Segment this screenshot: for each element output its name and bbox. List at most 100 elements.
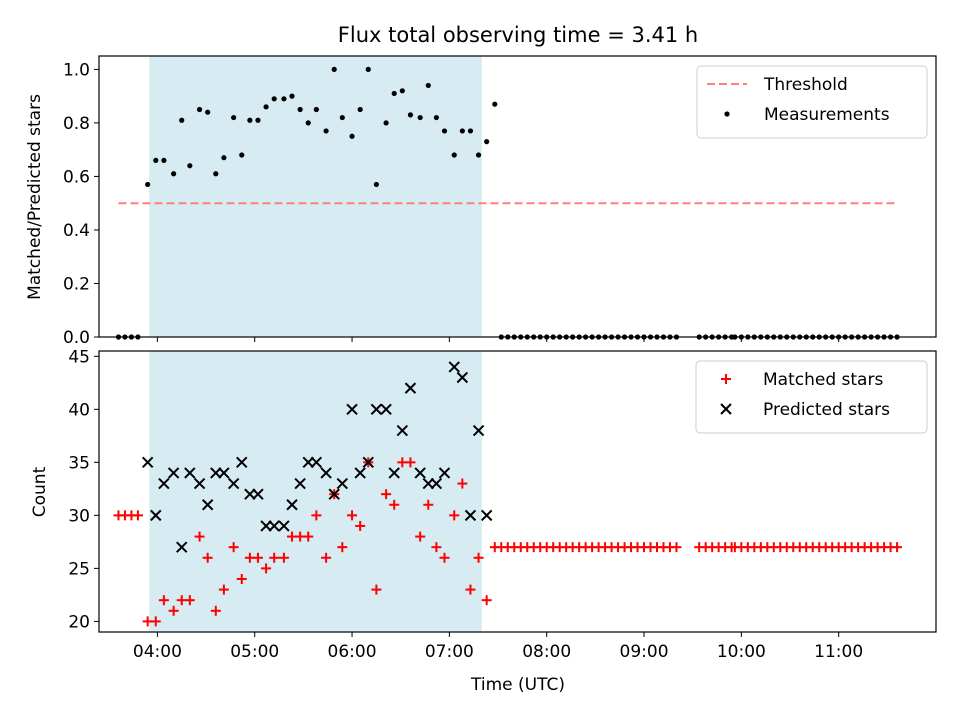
x-tick-label: 08:00 [522,642,571,662]
legend-label: Threshold [763,75,848,95]
matched-stars-point [278,552,289,563]
measurements-point [417,114,423,121]
predicted-stars-point [218,467,230,479]
cross-b [302,456,314,469]
matched-stars-point [168,605,179,616]
matched-stars-point [184,595,195,606]
matched-stars-point [228,542,239,553]
matched-stars-point [671,542,682,553]
top-y-axis-label: Matched/Predicted stars [25,94,45,300]
measurements-point [255,117,261,123]
legend-key-predicted [720,403,732,415]
predicted-stars-point [404,382,417,394]
matched-stars-point [218,584,229,595]
predicted-stars-point [336,477,349,490]
predicted-stars-point [268,520,280,532]
matched-stars-point [194,531,205,542]
cross-b [414,467,426,479]
y-tick-label: 0.2 [63,274,90,294]
predicted-stars-point [294,477,306,490]
predicted-stars-point [472,424,485,437]
measurements-point [357,106,363,113]
matched-stars-point [457,478,468,489]
measurements-point [239,152,245,158]
measurements-point [407,112,414,118]
legend-label: Measurements [764,105,890,125]
cross-b [278,520,290,532]
y-tick-label: 0.8 [63,114,90,134]
matched-stars-point [892,542,903,553]
predicted-stars-point [252,488,264,500]
measurements-point [231,114,237,121]
cross-b [380,403,392,416]
observing-window [149,56,482,337]
predicted-stars-point [328,488,340,500]
cross-b [176,541,188,553]
cross-b [336,477,349,490]
predicted-stars-point [414,467,426,479]
measurements-point [323,128,329,134]
y-tick-label: 20 [68,612,90,632]
predicted-stars-point [210,467,222,479]
y-tick-label: 30 [68,506,90,526]
cross-b [422,477,434,490]
cross-b [260,520,272,532]
cross-b [396,424,409,437]
measurements-point [289,93,295,99]
predicted-stars-point [480,509,493,522]
measurements-point [153,157,159,163]
x-tick-label: 04:00 [133,642,182,662]
matched-stars-point [439,552,450,563]
cross-b [362,456,374,469]
measurements-point [349,133,355,139]
matched-stars-point [465,584,476,595]
predicted-stars-point [176,541,188,553]
matched-stars-point [431,542,442,553]
legend-label: Predicted stars [763,400,890,420]
legend-box [696,65,928,139]
predicted-stars-point [370,403,383,416]
measurements-point [196,106,203,113]
cross-b [328,488,340,500]
matched-stars-point [371,584,382,595]
predicted-stars-point [456,371,469,384]
predicted-stars-point [320,467,332,479]
cross-b [370,403,383,416]
bottom-y-axis-label: Count [30,466,50,517]
cross-b [268,520,280,532]
predicted-stars-point [141,456,154,469]
predicted-stars-point [184,467,196,479]
cross-b [472,424,485,437]
cross-b [456,371,469,384]
predicted-stars-point [150,509,162,522]
matched-stars-point [132,510,143,521]
cross-b [218,467,230,479]
predicted-stars-point [438,467,451,479]
measurements-point [441,128,448,134]
observing-window [149,351,482,632]
predicted-stars-point [380,403,392,416]
cross-b [150,509,162,522]
predicted-stars-point [354,467,366,479]
measurements-point [467,128,474,134]
measurements-point [391,90,397,97]
y-tick-label: 0.6 [63,167,90,187]
predicted-stars-point [193,477,206,490]
predicted-stars-point [227,477,240,490]
matched-stars-point [355,520,366,531]
measurements-point [281,96,287,102]
matched-stars-point [381,489,392,500]
measurements-point [179,117,185,123]
predicted-stars-point [422,477,434,490]
cross-b [244,488,256,500]
bottom-panel: 20 25 30 35 40 45 04:00 05:00 06:00 07:00 08:00 09:… [68,347,937,662]
matched-stars-point [449,510,460,521]
matched-stars-point [473,552,484,563]
x-tick-label: 09:00 [620,642,669,662]
matched-stars-point [415,531,426,542]
measurements-point [187,163,193,169]
matched-stars-point [321,552,332,563]
predicted-stars-point [302,456,314,469]
predicted-stars-point [464,509,477,522]
